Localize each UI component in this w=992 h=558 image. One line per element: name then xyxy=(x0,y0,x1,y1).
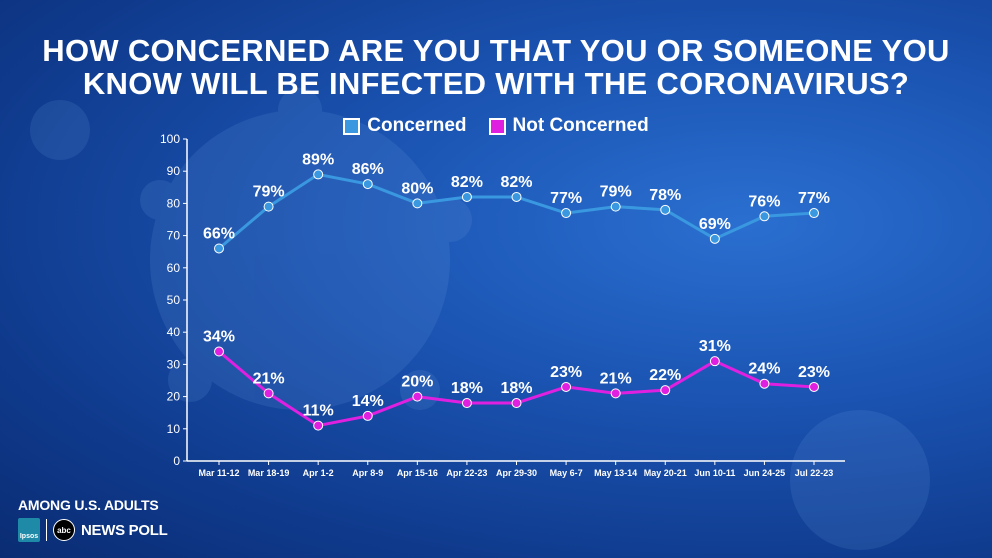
data-label: 66% xyxy=(203,225,235,242)
data-label: 14% xyxy=(352,393,384,410)
data-point xyxy=(809,381,819,392)
x-tick-label: Jun 24-25 xyxy=(744,468,786,478)
x-tick-label: Jun 10-11 xyxy=(694,468,735,478)
y-tick-label: 40 xyxy=(167,325,181,339)
data-label: 80% xyxy=(401,180,433,197)
logo-separator xyxy=(46,519,47,541)
x-tick-label: May 20-21 xyxy=(644,468,687,478)
legend-label-not-concerned: Not Concerned xyxy=(512,115,649,136)
data-label: 21% xyxy=(600,370,632,387)
y-tick-label: 50 xyxy=(167,293,181,307)
x-tick-label: Apr 8-9 xyxy=(352,468,383,478)
data-point xyxy=(263,388,274,399)
legend-item-not-concerned: Not Concerned xyxy=(488,115,649,137)
data-point xyxy=(313,169,324,180)
abc-logo: abc xyxy=(53,519,75,541)
data-point xyxy=(214,243,224,254)
data-label: 34% xyxy=(203,329,235,346)
legend-label-concerned: Concerned xyxy=(367,115,467,136)
data-label: 31% xyxy=(699,338,731,355)
data-point xyxy=(214,346,224,357)
data-point xyxy=(809,208,819,219)
data-label: 77% xyxy=(798,190,830,207)
data-point xyxy=(412,198,423,209)
y-tick-label: 80 xyxy=(167,196,181,210)
data-label: 11% xyxy=(303,403,334,420)
data-point xyxy=(610,388,621,399)
legend-item-concerned: Concerned xyxy=(343,115,467,137)
x-tick-label: Apr 15-16 xyxy=(397,468,438,478)
y-tick-label: 10 xyxy=(167,422,181,436)
data-point xyxy=(660,204,671,215)
data-label: 79% xyxy=(600,184,632,201)
data-label: 20% xyxy=(401,374,433,391)
data-label: 18% xyxy=(451,380,483,397)
data-label: 21% xyxy=(253,370,285,387)
data-point xyxy=(759,211,770,222)
data-label: 82% xyxy=(451,174,483,191)
data-point xyxy=(660,385,671,396)
y-tick-label: 60 xyxy=(167,261,181,275)
footer-logos: Ipsos abc NEWS POLL xyxy=(18,518,168,542)
data-label: 23% xyxy=(798,364,830,381)
data-label: 69% xyxy=(699,216,731,233)
y-tick-label: 90 xyxy=(167,164,181,178)
x-tick-label: Mar 18-19 xyxy=(248,468,290,478)
data-point xyxy=(709,356,720,367)
x-tick-label: May 6-7 xyxy=(550,468,583,478)
y-tick-label: 30 xyxy=(167,357,181,371)
data-label: 82% xyxy=(500,174,532,191)
data-label: 78% xyxy=(649,187,681,204)
footer-population-note: AMONG U.S. ADULTS xyxy=(18,497,159,513)
data-point xyxy=(461,398,472,409)
x-tick-label: Jul 22-23 xyxy=(795,468,834,478)
data-label: 79% xyxy=(253,184,285,201)
data-label: 18% xyxy=(500,380,532,397)
x-tick-label: Apr 29-30 xyxy=(496,468,537,478)
chart-title-line-1: HOW CONCERNED ARE YOU THAT YOU OR SOMEON… xyxy=(42,33,950,68)
y-tick-label: 20 xyxy=(167,390,181,404)
data-label: 86% xyxy=(352,161,384,178)
data-point xyxy=(461,191,472,202)
data-label: 23% xyxy=(550,364,582,381)
data-label: 24% xyxy=(748,361,780,378)
data-point xyxy=(610,201,621,212)
ipsos-logo: Ipsos xyxy=(18,518,40,542)
chart-title-line-2: KNOW WILL BE INFECTED WITH THE CORONAVIR… xyxy=(82,66,910,101)
chart-legend: Concerned Not Concerned xyxy=(0,115,992,137)
data-label: 89% xyxy=(302,151,334,168)
data-label: 77% xyxy=(550,190,582,207)
x-tick-label: May 13-14 xyxy=(594,468,637,478)
x-tick-label: Mar 11-12 xyxy=(198,468,239,478)
x-tick-label: Apr 1-2 xyxy=(303,468,334,478)
data-point xyxy=(511,398,522,409)
data-point xyxy=(561,381,572,392)
data-point xyxy=(759,378,770,389)
legend-swatch-concerned xyxy=(343,117,361,135)
data-point xyxy=(561,208,572,219)
news-poll-label: NEWS POLL xyxy=(81,521,168,539)
data-point xyxy=(412,391,423,402)
data-point xyxy=(263,201,274,212)
y-tick-label: 0 xyxy=(173,454,180,468)
legend-swatch-not-concerned xyxy=(488,117,506,135)
y-tick-label: 70 xyxy=(167,229,181,243)
chart-title: HOW CONCERNED ARE YOU THAT YOU OR SOMEON… xyxy=(0,34,992,100)
y-tick-label: 100 xyxy=(160,132,180,146)
data-label: 22% xyxy=(649,367,681,384)
data-point xyxy=(709,233,720,244)
x-tick-label: Apr 22-23 xyxy=(446,468,487,478)
data-label: 76% xyxy=(748,193,780,210)
data-point xyxy=(362,179,373,190)
data-point xyxy=(362,410,373,421)
data-point xyxy=(313,420,324,431)
data-point xyxy=(511,191,522,202)
